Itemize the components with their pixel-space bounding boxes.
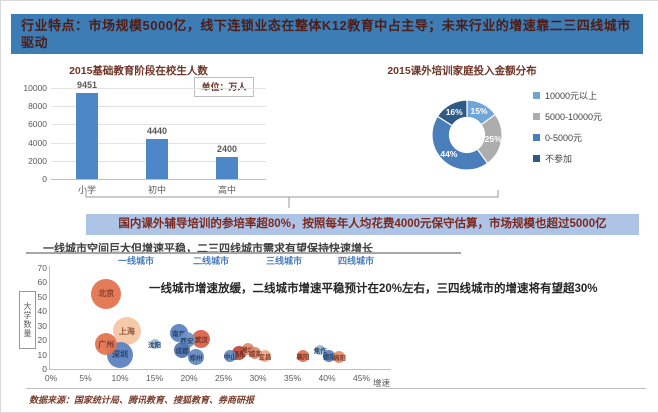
legend-item: 不参加: [533, 152, 602, 164]
legend-label: 不参加: [545, 153, 573, 164]
legend-item: 10000元以上: [533, 89, 602, 101]
data-source: 数据来源：国家统计局、腾讯教育、搜狐教育、券商研报: [29, 395, 255, 405]
legend-label: 0-5000元: [545, 132, 583, 143]
pie-chart-title: 2015课外培训家庭投入金额分布: [387, 65, 537, 77]
legend-label: 10000元以上: [545, 90, 598, 101]
legend-swatch: [533, 112, 540, 120]
pie-legend: 10000元以上 5000-10000元 0-5000元 不参加: [533, 89, 602, 173]
unit-label-box: 单位：万人: [194, 77, 254, 97]
legend-swatch: [533, 133, 540, 141]
bar-chart-title: 2015基础教育阶段在校生人数: [69, 65, 208, 77]
legend-item: 0-5000元: [533, 131, 602, 143]
page-title: 行业特点：市场规模5000亿，线下连锁业态在整体K12教育中占主导；未来行业的增…: [11, 14, 643, 54]
section-divider: [26, 252, 461, 254]
bubble-chart-annotation: 一线城市增速放缓，二线城市增速平稳预计在20%左右，三四线城市的增速将有望超30…: [149, 283, 598, 295]
legend-swatch: [533, 154, 540, 162]
legend-label: 5000-10000元: [545, 111, 603, 122]
x-axis-label: 增速: [373, 378, 391, 388]
legend-swatch: [533, 91, 540, 99]
y-axis-label: 大学数量: [19, 291, 36, 349]
footer-divider: [26, 388, 646, 389]
conclusion-callout: 国内课外辅导培训的参培率超80%，按照每年人均花费4000元保守估算，市场规模也…: [86, 214, 639, 235]
legend-item: 5000-10000元: [533, 110, 602, 122]
